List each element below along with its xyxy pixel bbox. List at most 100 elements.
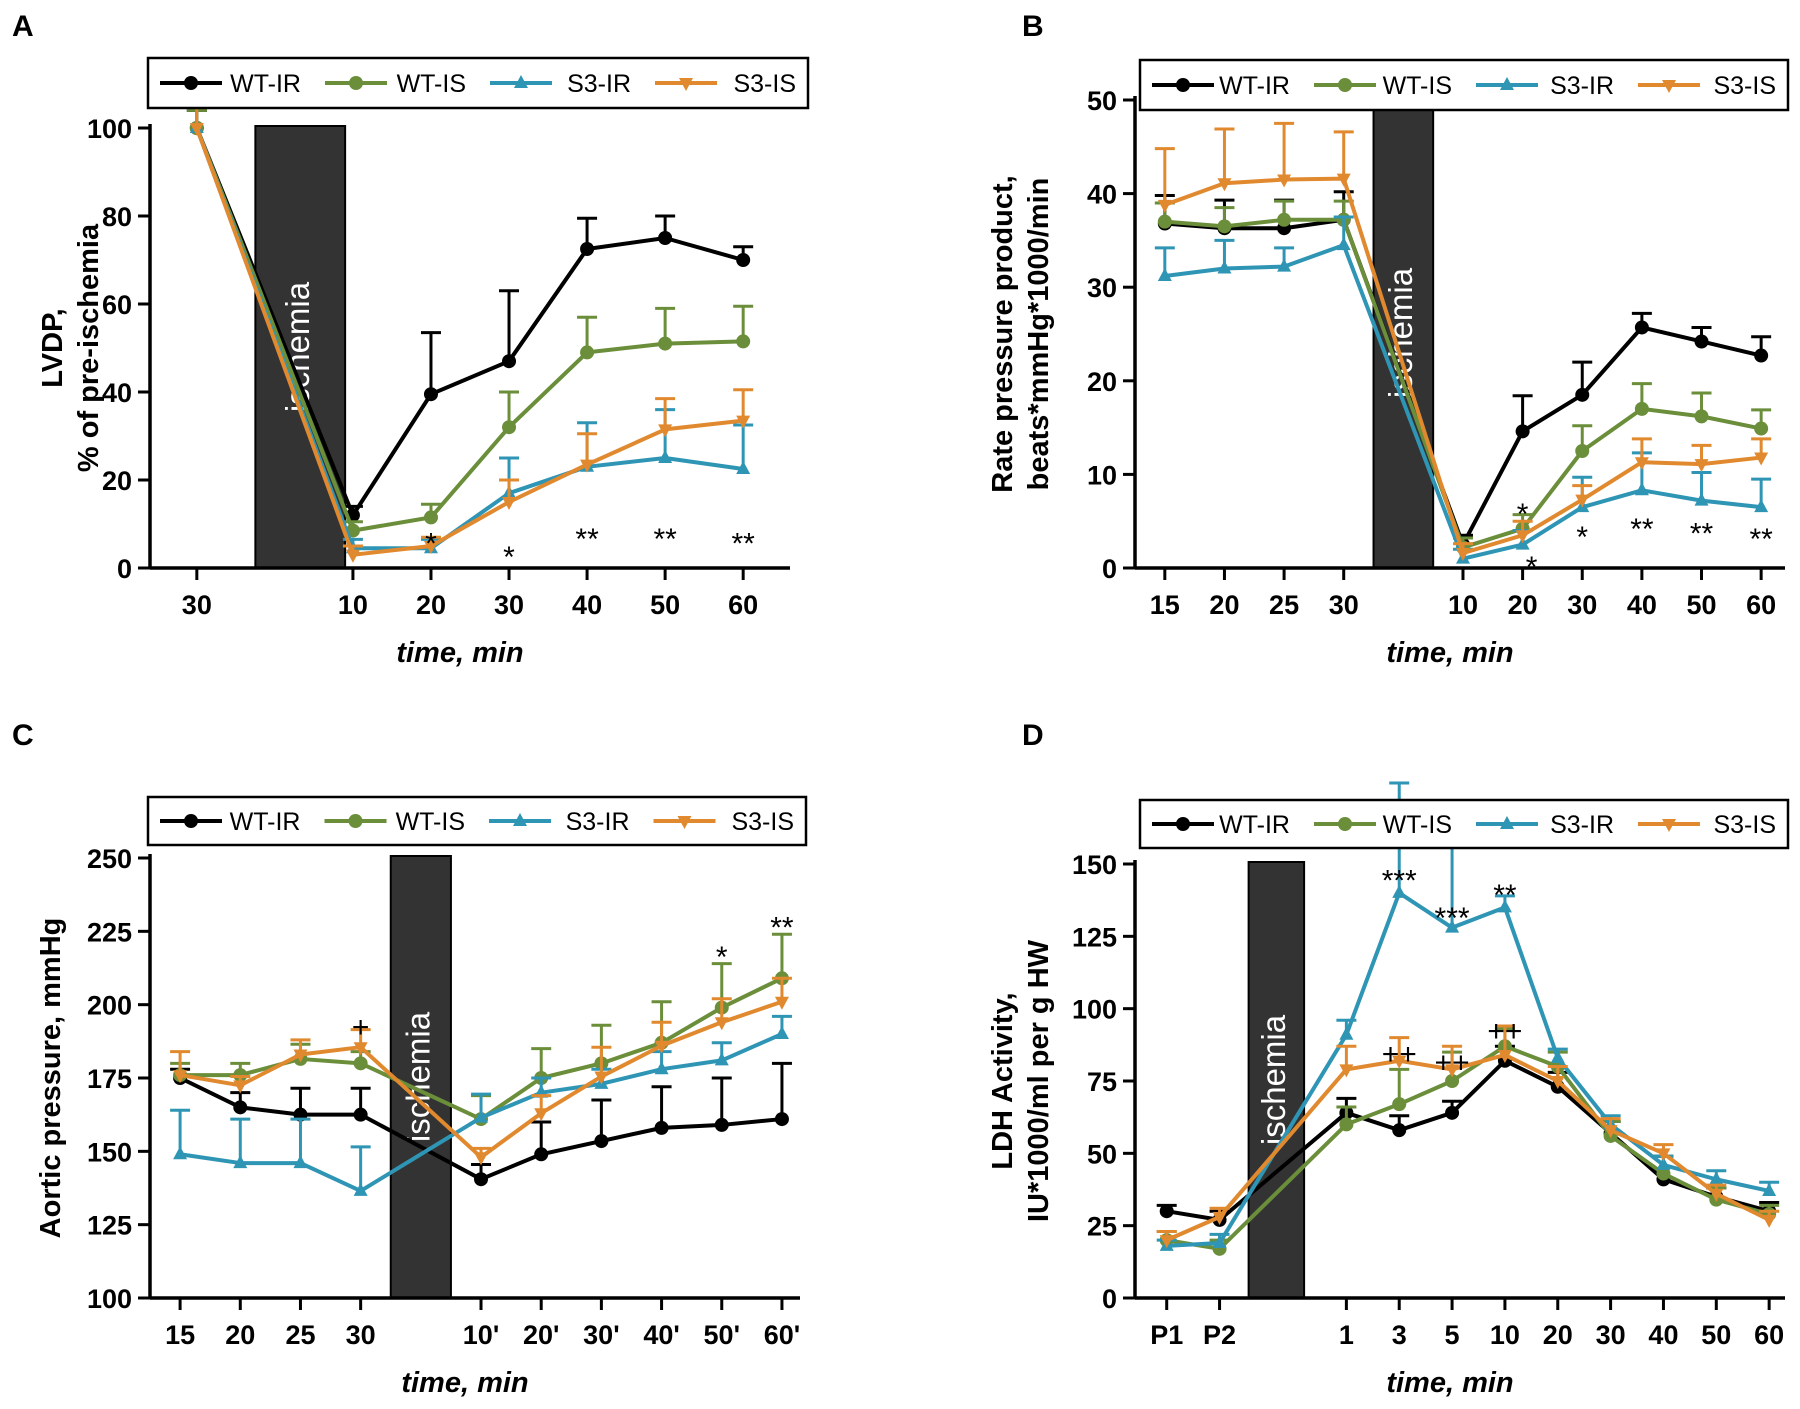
legend-swatch-marker [184, 814, 198, 828]
data-point [1634, 320, 1649, 335]
data-point [534, 1147, 549, 1162]
significance-marker: ++ [1435, 1047, 1470, 1080]
x-tick-label: 40' [643, 1320, 679, 1350]
y-axis-title: LDH Activity, [987, 992, 1019, 1169]
legend-swatch-marker [184, 76, 198, 90]
legend-item-wt-is: WT-IS [324, 808, 465, 836]
data-point [502, 497, 517, 510]
data-point [353, 1182, 368, 1196]
legend-item-wt-is: WT-IS [1314, 72, 1452, 100]
x-tick-label: 10 [1448, 590, 1478, 620]
data-point [714, 1117, 729, 1132]
data-point [1217, 219, 1232, 234]
panel-letter: A [12, 10, 34, 43]
data-point [1217, 178, 1232, 192]
legend-label: S3-IR [1550, 811, 1614, 839]
data-point [423, 510, 438, 525]
data-point [1157, 199, 1172, 213]
y-tick-label: 75 [1087, 1067, 1117, 1097]
x-axis-title: time, min [401, 1367, 528, 1399]
y-tick-label: 25 [1087, 1212, 1117, 1242]
significance-marker: * [503, 541, 515, 574]
data-point [189, 123, 204, 136]
data-point [1575, 444, 1590, 458]
y-tick-label: 10 [1087, 460, 1117, 490]
data-point [1217, 260, 1232, 274]
legend-label: S3-IS [731, 808, 794, 836]
data-point [714, 1017, 729, 1031]
data-point [1754, 348, 1769, 363]
ischemia-bar [389, 855, 452, 1299]
x-tick-label: 10' [463, 1320, 499, 1350]
x-tick-label: 20 [1209, 590, 1239, 620]
x-tick-label: 25 [1269, 590, 1299, 620]
x-tick-label: 10 [338, 590, 368, 620]
data-point [353, 1042, 368, 1056]
legend-label: S3-IR [567, 70, 631, 98]
data-point [1754, 499, 1769, 513]
data-point [658, 424, 673, 438]
data-point [233, 1080, 248, 1094]
data-point [1336, 237, 1351, 251]
series-s3-ir [1154, 215, 1772, 564]
y-axis-title: LVDP, [37, 308, 69, 388]
data-point [534, 1108, 549, 1122]
y-tick-label: 50 [1087, 86, 1117, 116]
data-point [1575, 494, 1590, 508]
data-point [736, 334, 751, 349]
data-point [1212, 1211, 1227, 1225]
legend-label: S3-IS [733, 70, 796, 98]
x-tick-label: 40 [1627, 590, 1657, 620]
y-axis-title: Rate pressure product, [987, 175, 1019, 492]
y-tick-label: 20 [1087, 367, 1117, 397]
x-tick-label: 1 [1339, 1320, 1354, 1350]
legend-swatch-marker [1176, 817, 1190, 831]
significance-marker: ** [575, 523, 599, 556]
legend-item-s3-is: S3-IS [1638, 811, 1776, 839]
x-tick-label: 30 [346, 1320, 376, 1350]
x-tick-label: 60 [1754, 1320, 1784, 1350]
legend: WT-IR WT-IS S3-IR S3-IS [146, 56, 810, 110]
data-point [1694, 334, 1709, 349]
data-point [1277, 258, 1292, 272]
x-tick-label: P1 [1150, 1320, 1183, 1350]
data-point [1762, 1182, 1777, 1196]
x-tick-label: 40 [572, 590, 602, 620]
data-point [736, 253, 751, 267]
ischemia-bar [1247, 861, 1306, 1299]
x-tick-label: 15 [1150, 590, 1180, 620]
data-point [1634, 457, 1649, 471]
y-tick-label: 0 [1102, 554, 1117, 584]
x-tick-label: 20' [523, 1320, 559, 1350]
series-s3-ir [170, 1014, 792, 1196]
data-point [654, 1040, 669, 1054]
legend-label: S3-IS [1713, 72, 1776, 100]
significance-marker: *** [1435, 902, 1470, 935]
data-point [502, 354, 517, 369]
y-tick-label: 100 [87, 114, 132, 144]
data-point [1709, 1171, 1724, 1185]
y-tick-label: 125 [87, 1211, 132, 1241]
significance-marker: ** [770, 911, 794, 944]
legend-label: WT-IS [1383, 811, 1452, 839]
series-line [180, 976, 783, 1122]
y-tick-label: 100 [1072, 995, 1117, 1025]
data-point [233, 1100, 248, 1115]
legend-swatch-marker [1338, 78, 1352, 92]
legend-box [146, 56, 810, 110]
x-tick-label: 60' [764, 1320, 800, 1350]
legend-label: WT-IR [230, 808, 301, 836]
data-point [1212, 1235, 1227, 1249]
data-point [654, 1120, 669, 1135]
data-point [1603, 1125, 1618, 1139]
data-point [293, 1155, 308, 1169]
data-point [1694, 409, 1709, 424]
y-tick-label: 50 [1087, 1139, 1117, 1169]
data-point [1445, 919, 1460, 933]
data-point [774, 1112, 789, 1127]
x-tick-label: 25 [285, 1320, 315, 1350]
legend-swatch-marker [677, 816, 692, 829]
data-point [658, 231, 673, 245]
